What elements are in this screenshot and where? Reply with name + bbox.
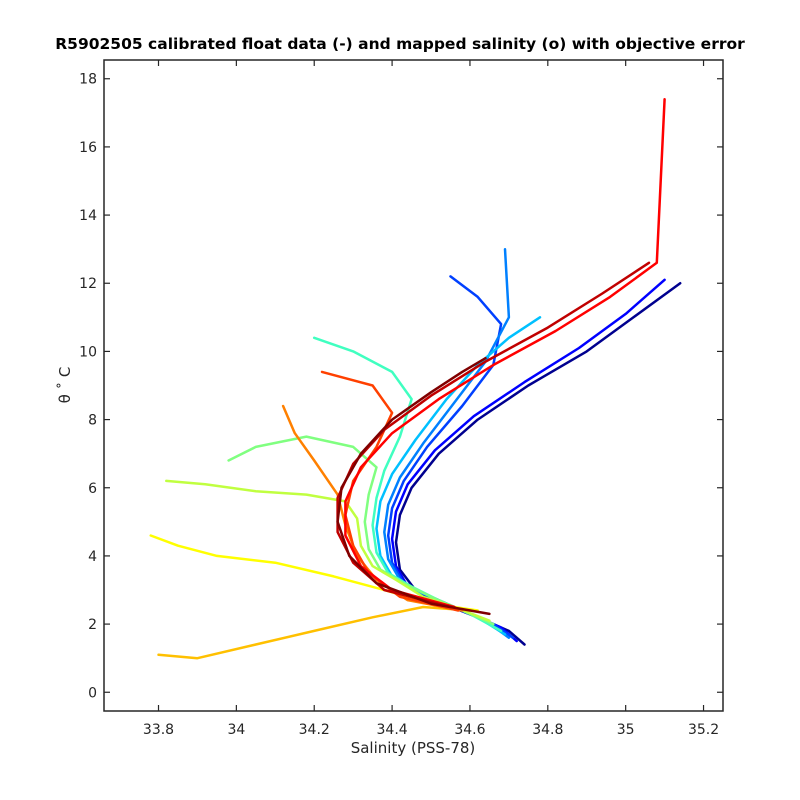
series-line-9: [157, 605, 472, 660]
tick-layer: 33.8 34 34.2 34.4 34.6 34.8 35 35.2 0 2 4 6 8 10 12 14 1…: [79, 60, 723, 738]
series-line-14: [336, 356, 491, 616]
x-tick-label: 34.2: [299, 722, 330, 738]
x-tick-label: 34.6: [454, 722, 485, 738]
series-line-0: [394, 281, 682, 646]
x-tick-label: 34: [227, 722, 245, 738]
series-line-6: [227, 435, 495, 626]
y-tick-label: 14: [79, 208, 97, 224]
chart-title: R5902505 calibrated float data (-) and m…: [55, 35, 745, 53]
y-tick-label: 12: [79, 276, 97, 292]
series-line-7: [165, 479, 491, 622]
x-tick-label: 34.8: [532, 722, 563, 738]
x-axis-label: Salinity (PSS-78): [351, 739, 476, 757]
y-tick-label: 2: [88, 617, 97, 633]
x-tick-label: 33.8: [143, 722, 174, 738]
y-tick-label: 10: [79, 344, 97, 360]
y-tick-label: 18: [79, 72, 97, 88]
x-tick-label: 35: [617, 722, 635, 738]
y-tick-label: 8: [88, 413, 97, 429]
y-tick-label: 6: [88, 481, 97, 497]
plot-frame: [103, 59, 724, 712]
y-tick-label: 0: [88, 685, 97, 701]
x-tick-label: 35.2: [688, 722, 719, 738]
y-axis-label: θ ˚ C: [56, 367, 74, 404]
series-layer: [149, 97, 682, 660]
y-tick-label: 4: [88, 549, 97, 565]
x-tick-label: 34.4: [377, 722, 408, 738]
y-tick-label: 16: [79, 140, 97, 156]
